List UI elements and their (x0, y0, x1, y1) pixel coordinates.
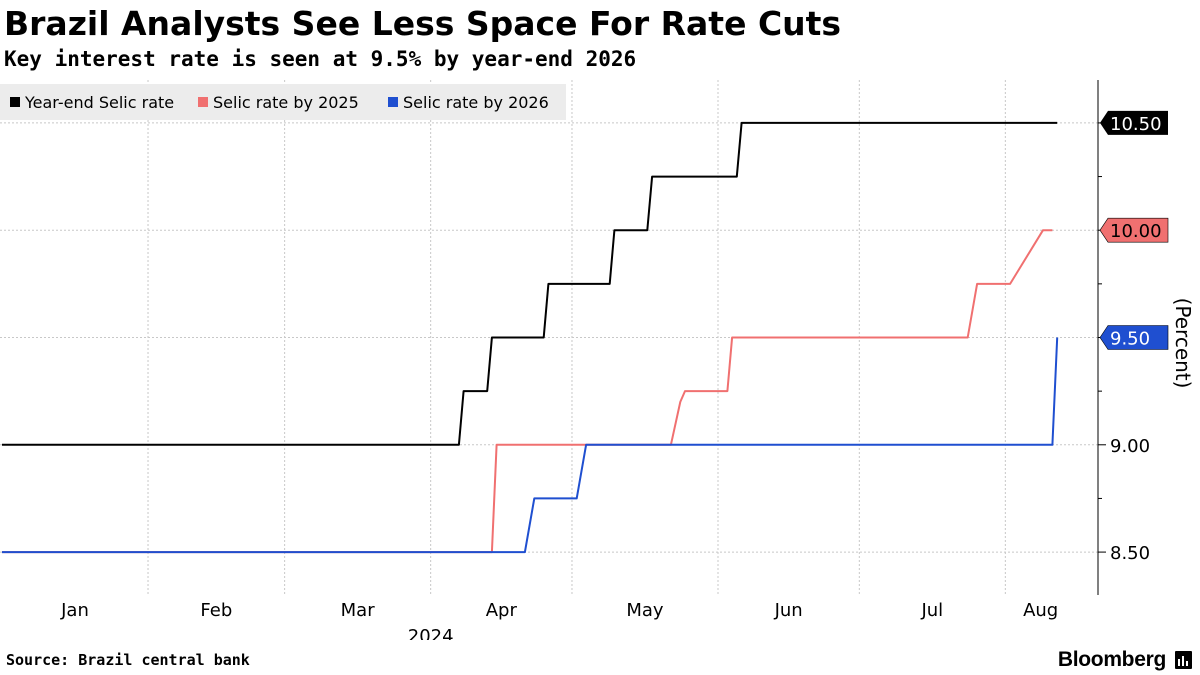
series-line-0 (2, 121, 1058, 446)
x-year-label: 2024 (408, 626, 454, 640)
series-line-2 (2, 337, 1059, 554)
end-label-marker-1 (1099, 217, 1169, 243)
end-label-marker-2 (1099, 325, 1169, 350)
x-tick-label: Feb (200, 600, 232, 621)
legend-entry-2: Selic rate by 2026 (403, 93, 549, 112)
x-tick-label: Jul (920, 600, 943, 621)
legend-swatch-1 (198, 97, 208, 107)
source-note: Source: Brazil central bank (6, 651, 250, 669)
chart-series (2, 121, 1059, 554)
legend-swatch-0 (10, 97, 20, 107)
y-tick-label: 8.50 (1110, 543, 1150, 564)
x-tick-label: Aug (1023, 600, 1058, 621)
x-tick-label: Jan (60, 600, 89, 621)
series-end-labels: 10.50 10.00 9.50 (1099, 110, 1169, 350)
x-tick-label: May (626, 600, 664, 621)
end-label-value-2: 9.50 (1110, 329, 1150, 350)
x-tick-label: Mar (341, 600, 376, 621)
x-tick-label: Jun (774, 600, 803, 621)
legend-background (0, 84, 566, 120)
y-tick-label: 9.00 (1110, 436, 1150, 457)
legend-entry-0: Year-end Selic rate (24, 93, 174, 112)
end-label-value-0: 10.50 (1110, 114, 1162, 135)
chart-subtitle: Key interest rate is seen at 9.5% by yea… (4, 47, 637, 71)
bloomberg-logo: Bloomberg (1057, 648, 1166, 671)
y-axis-label: (Percent) (1171, 298, 1195, 389)
end-label-value-1: 10.00 (1110, 221, 1162, 242)
series-line-1 (2, 229, 1053, 554)
x-tick-label: Apr (486, 600, 518, 621)
legend-entry-1: Selic rate by 2025 (213, 93, 359, 112)
chart-title: Brazil Analysts See Less Space For Rate … (4, 4, 842, 43)
end-label-marker-0 (1100, 110, 1168, 135)
line-chart: 8.50 9.00 9.50 10.00 10.50 Jan Feb Mar Apr May Ju… (0, 80, 1195, 640)
bloomberg-chart-icon (1175, 651, 1192, 669)
chart-legend: Year-end Selic rate Selic rate by 2025 Sel… (0, 84, 566, 120)
legend-swatch-2 (388, 97, 398, 107)
x-axis: Jan Feb Mar Apr May Jun Jul Aug 2024 (60, 600, 1058, 640)
